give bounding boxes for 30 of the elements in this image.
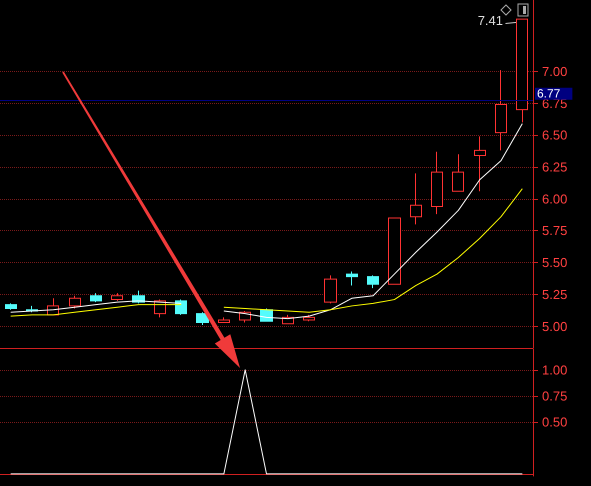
candlestick bbox=[218, 316, 230, 324]
candlestick bbox=[516, 18, 528, 123]
candlestick bbox=[69, 295, 81, 309]
y-tick-label: 0.50 bbox=[542, 414, 568, 430]
candlestick bbox=[431, 151, 443, 215]
candlestick bbox=[367, 274, 379, 289]
y-tick-label: 6.00 bbox=[542, 191, 568, 206]
candlestick bbox=[495, 70, 507, 151]
y-tick-label: 0.75 bbox=[542, 388, 568, 404]
candlestick bbox=[410, 172, 422, 225]
y-tick-label: 6.50 bbox=[542, 128, 568, 143]
y-tick-label: 7.00 bbox=[542, 64, 568, 79]
candlestick bbox=[5, 302, 17, 310]
candlestick bbox=[175, 299, 187, 316]
y-tick-label: 5.75 bbox=[542, 223, 568, 238]
y-tick-label: 1.00 bbox=[542, 362, 568, 378]
y-tick-label: 5.00 bbox=[542, 318, 568, 334]
candlestick bbox=[303, 314, 315, 322]
y-tick-label: 5.50 bbox=[542, 255, 568, 270]
candlestick bbox=[111, 292, 123, 302]
candlestick bbox=[474, 136, 486, 192]
y-tick-label: 6.25 bbox=[542, 159, 568, 174]
annotation: 7.41 bbox=[478, 13, 504, 28]
candlestick bbox=[346, 271, 358, 286]
candlestick bbox=[324, 274, 337, 304]
candlestick bbox=[452, 154, 464, 192]
candlestick bbox=[388, 217, 401, 285]
candlestick bbox=[90, 292, 102, 303]
ref-line-label: 6.77 bbox=[537, 86, 561, 101]
y-tick-label: 5.25 bbox=[542, 286, 568, 302]
